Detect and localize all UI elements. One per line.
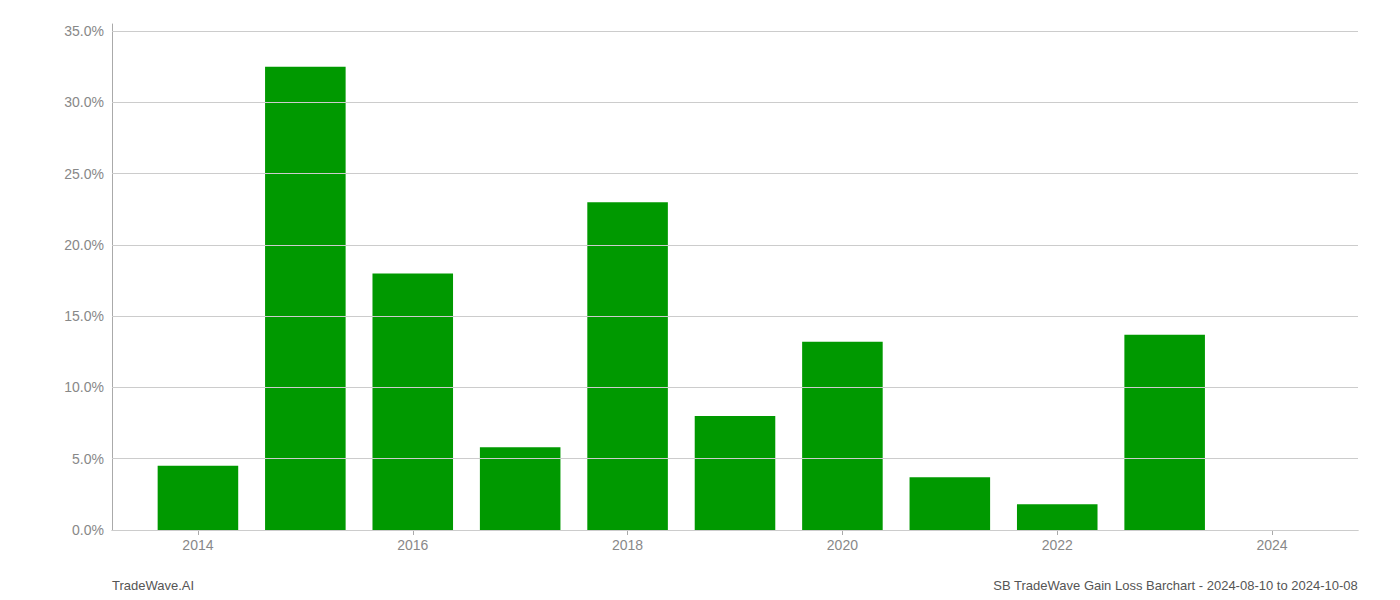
svg-text:35.0%: 35.0% (64, 23, 104, 39)
svg-text:2022: 2022 (1042, 537, 1073, 553)
svg-text:25.0%: 25.0% (64, 166, 104, 182)
svg-text:2018: 2018 (612, 537, 643, 553)
svg-text:2016: 2016 (397, 537, 428, 553)
svg-text:5.0%: 5.0% (72, 451, 104, 467)
svg-text:10.0%: 10.0% (64, 379, 104, 395)
svg-text:0.0%: 0.0% (72, 522, 104, 538)
svg-text:TradeWave.AI: TradeWave.AI (112, 578, 194, 593)
svg-text:2024: 2024 (1256, 537, 1287, 553)
svg-text:2014: 2014 (182, 537, 213, 553)
svg-text:SB TradeWave Gain Loss Barchar: SB TradeWave Gain Loss Barchart - 2024-0… (993, 578, 1357, 593)
svg-text:15.0%: 15.0% (64, 308, 104, 324)
svg-text:30.0%: 30.0% (64, 94, 104, 110)
svg-text:2020: 2020 (827, 537, 858, 553)
svg-text:20.0%: 20.0% (64, 237, 104, 253)
